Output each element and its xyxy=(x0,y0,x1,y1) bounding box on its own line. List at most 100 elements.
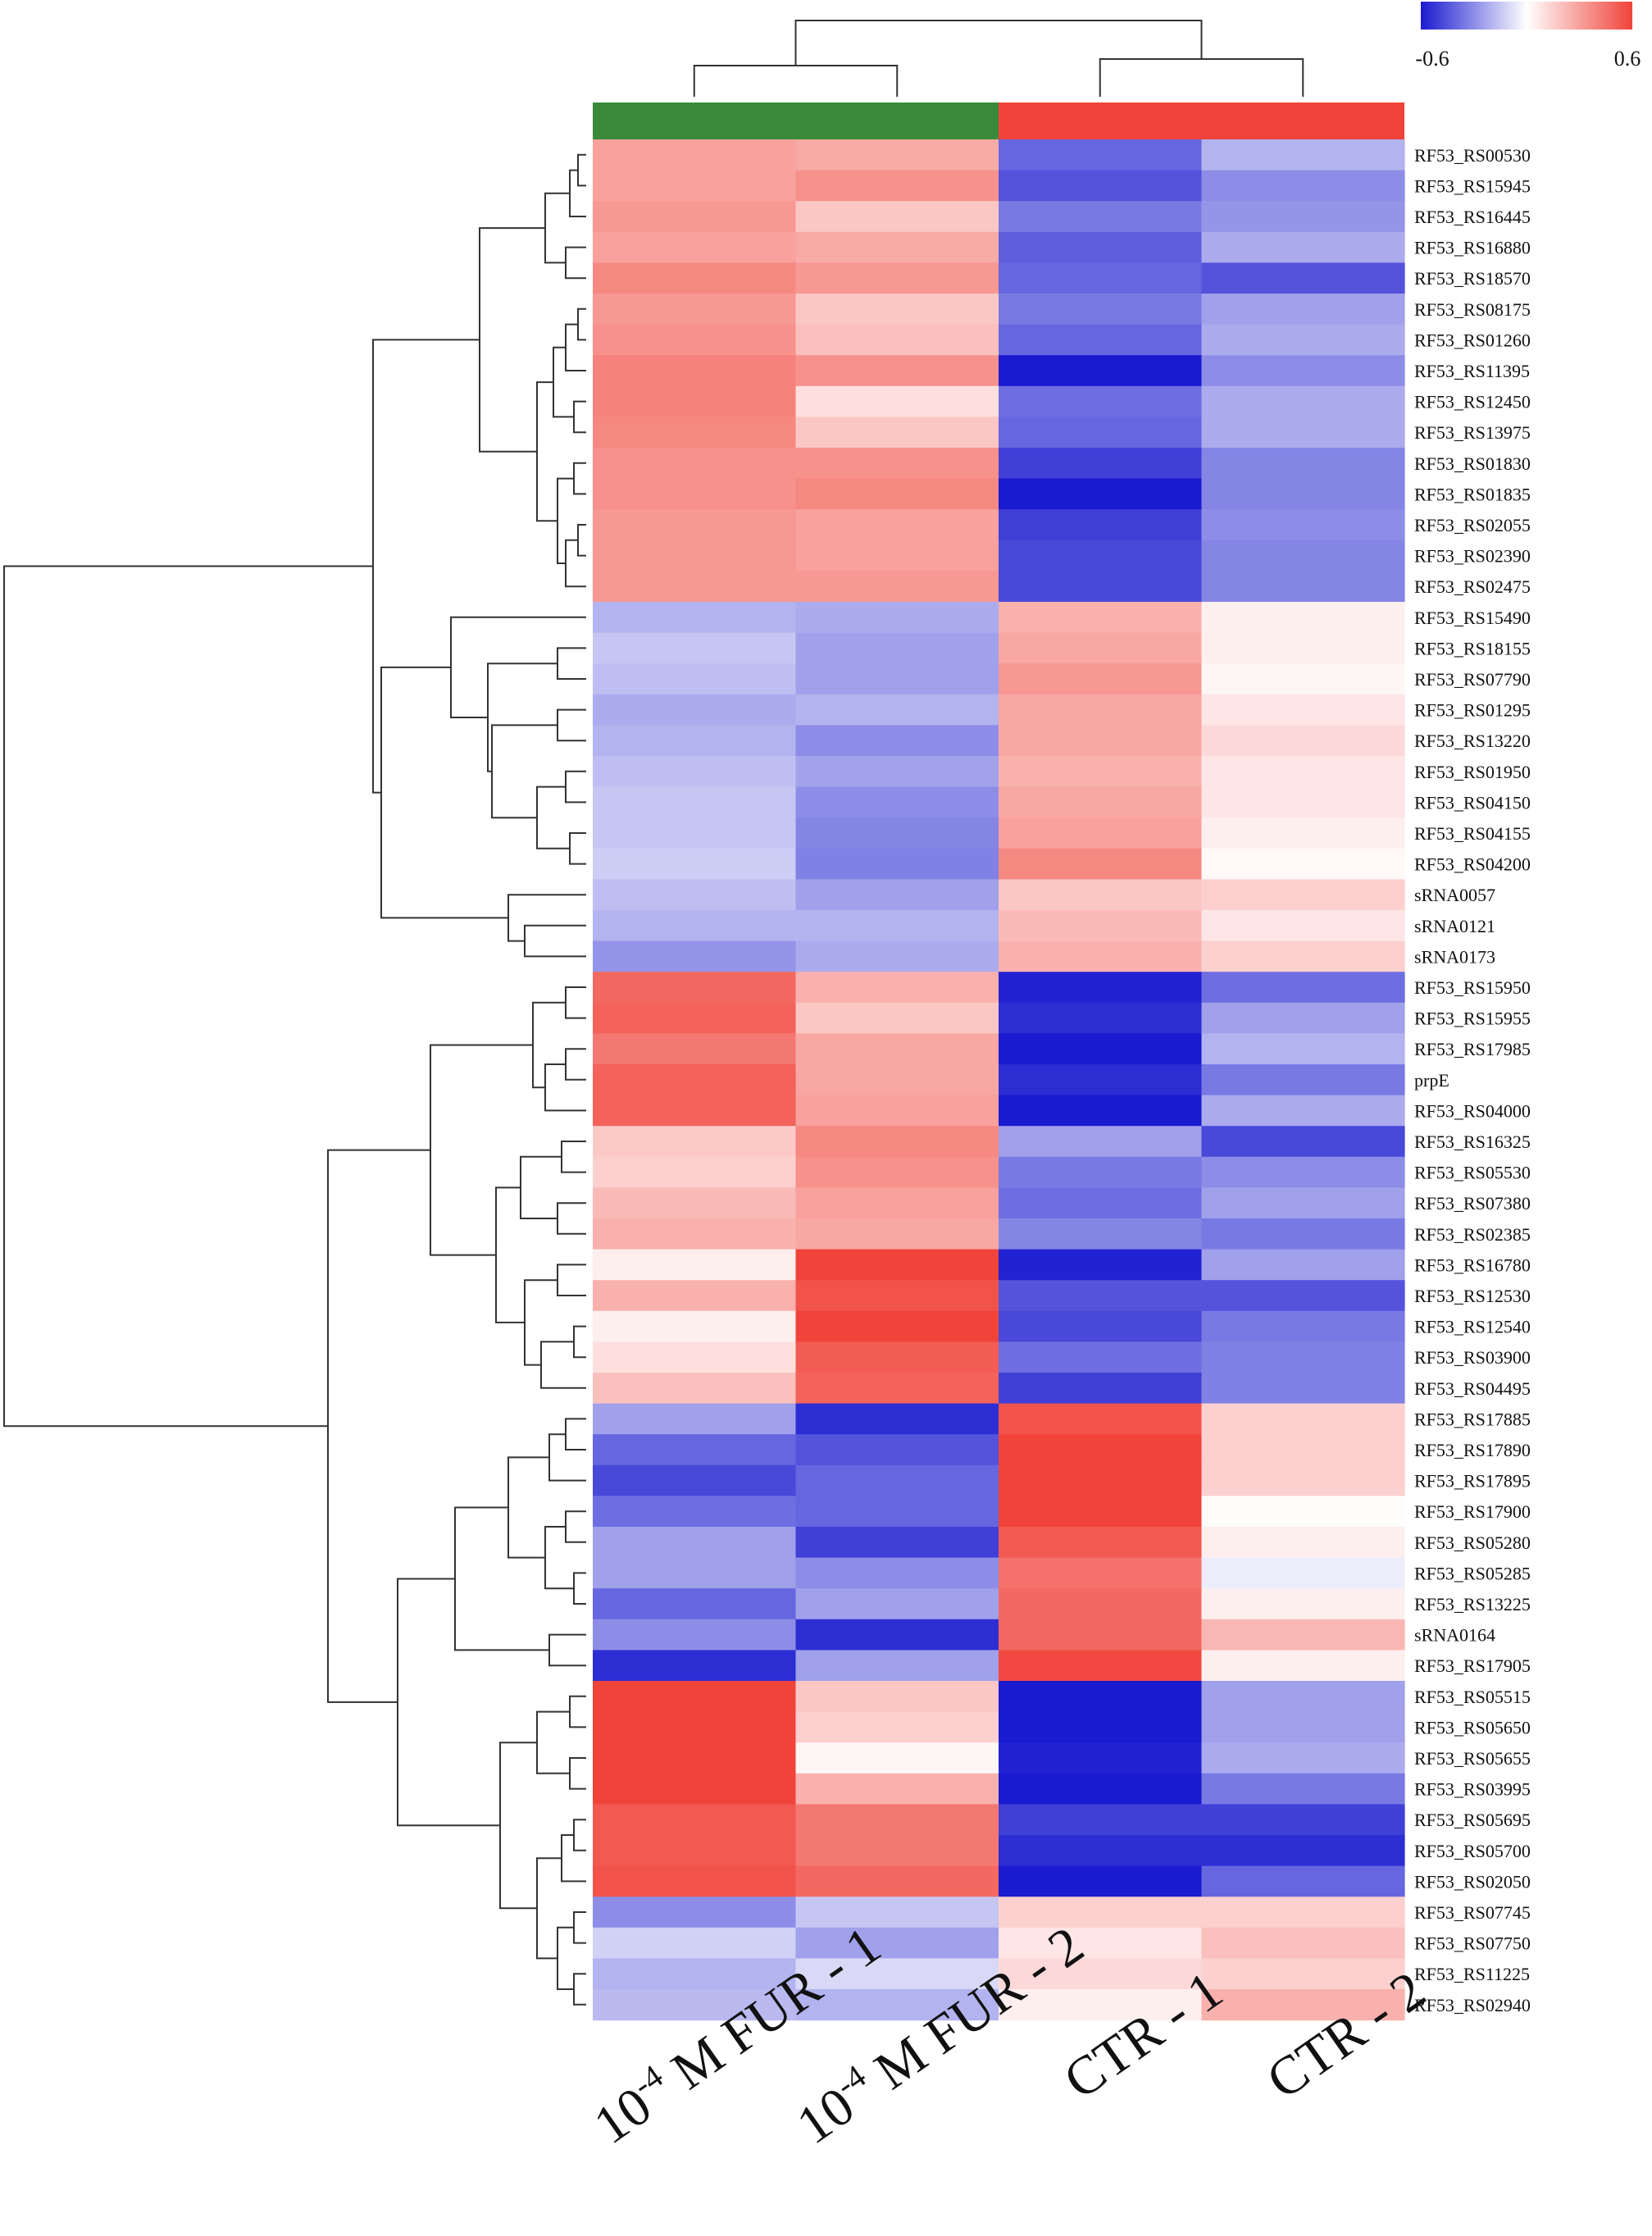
column-group-block xyxy=(999,102,1404,139)
heatmap-cell xyxy=(795,940,999,972)
heatmap-cell xyxy=(593,1156,797,1188)
heatmap-cell xyxy=(1201,231,1405,263)
heatmap-cell xyxy=(999,1249,1203,1281)
row-label: RF53_RS05285 xyxy=(1414,1563,1531,1583)
heatmap-cell xyxy=(999,1464,1203,1496)
row-label: RF53_RS07380 xyxy=(1414,1193,1531,1214)
heatmap-cell xyxy=(593,1742,797,1774)
dendrogram-link xyxy=(532,1001,566,1089)
heatmap-cell xyxy=(795,663,999,695)
row-label: RF53_RS02940 xyxy=(1414,1995,1531,2015)
heatmap-cell xyxy=(999,817,1203,849)
row-label: RF53_RS05280 xyxy=(1414,1532,1531,1553)
row-label: RF53_RS05515 xyxy=(1414,1687,1531,1707)
heatmap-cell xyxy=(795,756,999,788)
heatmap-cell xyxy=(1201,1711,1405,1743)
dendrogram-link xyxy=(557,1264,586,1296)
row-label: RF53_RS04000 xyxy=(1414,1100,1531,1121)
heatmap-cell xyxy=(1201,201,1405,233)
heatmap-cell xyxy=(795,355,999,387)
dendrogram-link xyxy=(565,323,586,371)
heatmap-cell xyxy=(795,262,999,294)
heatmap-cell xyxy=(999,139,1203,171)
dendrogram-link xyxy=(491,724,557,819)
dendrogram-link xyxy=(557,647,586,680)
heatmap-cell xyxy=(593,385,797,417)
heatmap-cell xyxy=(1201,1373,1405,1405)
heatmap-cell xyxy=(795,1989,999,2021)
heatmap-cell xyxy=(593,972,797,1004)
heatmap-cell xyxy=(1201,1865,1405,1897)
heatmap-cell xyxy=(1201,1218,1405,1250)
heatmap-cell xyxy=(999,571,1203,603)
heatmap-cell xyxy=(999,1681,1203,1713)
dendrogram-link xyxy=(520,1155,562,1219)
heatmap-cell xyxy=(795,1187,999,1219)
heatmap-cell xyxy=(999,324,1203,356)
heatmap-cell xyxy=(999,663,1203,695)
row-label: RF53_RS15490 xyxy=(1414,608,1531,628)
heatmap-cell xyxy=(1201,694,1405,726)
dendrogram-link xyxy=(557,708,586,742)
heatmap-cell xyxy=(1201,139,1405,171)
heatmap-cell xyxy=(999,1958,1203,1990)
dendrogram-link xyxy=(565,1510,586,1543)
heatmap-cell xyxy=(1201,725,1405,757)
row-label: RF53_RS15955 xyxy=(1414,1009,1531,1029)
heatmap-cell xyxy=(999,1434,1203,1466)
row-label: sRNA0057 xyxy=(1414,885,1495,905)
heatmap-cell xyxy=(999,1403,1203,1435)
column-group-bar xyxy=(593,102,1404,139)
row-label: RF53_RS16780 xyxy=(1414,1255,1531,1275)
heatmap-cell xyxy=(795,817,999,849)
heatmap-cells xyxy=(593,139,1405,2021)
dendrogram-link xyxy=(372,339,480,794)
heatmap-cell xyxy=(999,1218,1203,1250)
heatmap-cell xyxy=(999,1650,1203,1682)
row-label: RF53_RS01835 xyxy=(1414,484,1531,504)
heatmap-cell xyxy=(1201,972,1405,1004)
heatmap-cell xyxy=(593,355,797,387)
heatmap-cell xyxy=(1201,632,1405,664)
heatmap-cell xyxy=(795,170,999,202)
heatmap-cell xyxy=(795,1496,999,1528)
heatmap-cell xyxy=(795,1156,999,1188)
heatmap-cell xyxy=(1201,1187,1405,1219)
heatmap-cell xyxy=(999,1711,1203,1743)
heatmap-cell xyxy=(1201,1464,1405,1496)
row-label: RF53_RS08175 xyxy=(1414,299,1531,320)
heatmap-cell xyxy=(593,1280,797,1312)
row-label: RF53_RS07750 xyxy=(1414,1933,1531,1954)
heatmap-cell xyxy=(999,694,1203,726)
heatmap-cell xyxy=(1201,756,1405,788)
heatmap-cell xyxy=(593,1588,797,1620)
heatmap-cell xyxy=(795,1650,999,1682)
dendrogram-link xyxy=(479,227,545,453)
dendrogram-link xyxy=(794,20,1203,66)
heatmap-cell xyxy=(593,1557,797,1589)
heatmap-cell xyxy=(999,1773,1203,1805)
heatmap-cell xyxy=(999,972,1203,1004)
heatmap-cell xyxy=(593,1711,797,1743)
heatmap-cell xyxy=(999,910,1203,942)
dendrogram-link xyxy=(565,246,586,280)
dendrogram-link xyxy=(454,1506,549,1651)
heatmap-cell xyxy=(1201,910,1405,942)
color-scale-min-label: -0.6 xyxy=(1415,47,1449,71)
heatmap-cell xyxy=(593,1527,797,1559)
row-label: RF53_RS03995 xyxy=(1414,1779,1531,1800)
heatmap-cell xyxy=(1201,848,1405,880)
heatmap-cell xyxy=(999,478,1203,510)
heatmap-cell xyxy=(593,817,797,849)
heatmap-cell xyxy=(1201,170,1405,202)
row-label: RF53_RS12540 xyxy=(1414,1317,1531,1337)
row-label: RF53_RS11225 xyxy=(1414,1964,1530,1984)
row-label: RF53_RS13225 xyxy=(1414,1594,1531,1614)
heatmap-cell xyxy=(593,1373,797,1405)
heatmap-cell xyxy=(593,940,797,972)
row-label: RF53_RS01950 xyxy=(1414,762,1531,782)
heatmap-cell xyxy=(999,1187,1203,1219)
dendrogram-link xyxy=(397,1578,500,1827)
dendrogram-link xyxy=(557,1202,586,1235)
heatmap-cell xyxy=(795,324,999,356)
